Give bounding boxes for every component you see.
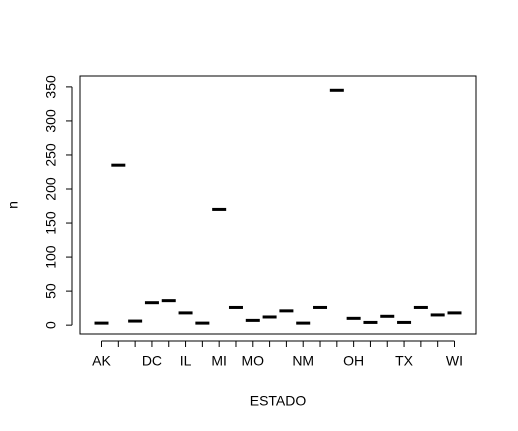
- y-tick-label: 150: [43, 211, 59, 235]
- y-axis-label: n: [5, 201, 21, 209]
- plot-box: [79, 75, 477, 335]
- x-tick-label: MO: [242, 353, 265, 369]
- x-tick-label: AK: [92, 353, 111, 369]
- y-tick-label: 350: [43, 75, 59, 99]
- x-axis-label: ESTADO: [250, 393, 307, 409]
- x-tick-label: WI: [446, 353, 463, 369]
- x-tick-label: MI: [211, 353, 227, 369]
- y-tick-label: 0: [43, 321, 59, 329]
- x-tick-label: OH: [343, 353, 364, 369]
- y-tick-label: 50: [43, 283, 59, 299]
- y-tick-label: 200: [43, 177, 59, 201]
- y-tick-label: 300: [43, 109, 59, 133]
- x-tick-label: DC: [142, 353, 162, 369]
- x-tick-label: IL: [180, 353, 192, 369]
- y-tick-label: 250: [43, 143, 59, 167]
- x-tick-label: TX: [395, 353, 414, 369]
- y-tick-label: 100: [43, 245, 59, 269]
- x-tick-label: NM: [292, 353, 314, 369]
